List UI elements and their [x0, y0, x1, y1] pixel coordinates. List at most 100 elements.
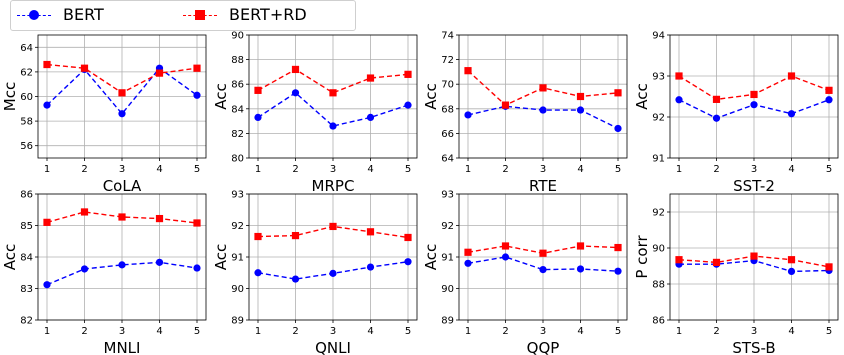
legend-label-bert: BERT [63, 5, 104, 24]
y-tick-label: 92 [652, 208, 665, 219]
y-axis-label: Mcc [1, 82, 19, 111]
subplot-title: MRPC [312, 177, 355, 195]
data-point [464, 111, 472, 119]
y-axis-label: Acc [1, 244, 19, 271]
y-tick-label: 88 [231, 55, 244, 66]
data-point [155, 69, 164, 77]
x-tick-label: 3 [330, 326, 336, 337]
legend-marker-bert-rd [195, 10, 205, 20]
x-tick-label: 1 [44, 326, 50, 337]
data-point [118, 261, 126, 269]
data-point [366, 113, 375, 122]
y-tick-label: 64 [20, 43, 33, 54]
data-point [329, 269, 337, 277]
x-tick-label: 5 [615, 164, 621, 175]
y-tick-label: 82 [20, 316, 33, 327]
x-tick-label: 4 [156, 326, 162, 337]
y-axis-label: Acc [633, 83, 651, 110]
data-point [118, 89, 126, 97]
x-tick-label: 5 [826, 164, 832, 175]
x-tick-label: 3 [540, 164, 546, 175]
data-point [366, 74, 375, 82]
data-point [539, 266, 547, 274]
data-point [254, 113, 262, 122]
series-line [467, 256, 619, 272]
y-tick-label: 84 [20, 253, 33, 264]
data-point [155, 214, 164, 223]
data-point [576, 92, 585, 101]
y-tick-label: 72 [441, 55, 454, 66]
data-point [825, 86, 833, 94]
data-point [712, 114, 721, 122]
y-tick-label: 92 [441, 221, 454, 232]
data-point [501, 242, 510, 250]
series-line [46, 261, 198, 286]
data-point [675, 256, 683, 264]
data-point [43, 218, 51, 226]
data-point [539, 249, 547, 257]
data-point [825, 263, 833, 271]
data-point [750, 101, 758, 109]
data-point [291, 231, 300, 240]
x-tick-label: 1 [676, 326, 682, 337]
x-tick-label: 2 [81, 326, 87, 337]
data-point [675, 96, 683, 104]
data-point [118, 213, 126, 221]
x-tick-label: 5 [405, 164, 411, 175]
y-tick-label: 93 [652, 72, 665, 83]
y-tick-label: 68 [441, 104, 454, 115]
y-tick-label: 70 [441, 80, 454, 91]
y-tick-label: 90 [441, 284, 454, 295]
subplot-title: QNLI [315, 339, 351, 355]
data-point [118, 110, 126, 118]
y-axis-label: Acc [422, 83, 440, 110]
x-tick-label: 2 [292, 164, 298, 175]
data-point [254, 232, 262, 241]
y-tick-label: 85 [20, 221, 33, 232]
legend-marker-bert [29, 10, 39, 20]
y-tick-label: 58 [20, 117, 33, 128]
data-point [539, 84, 547, 92]
x-tick-label: 5 [826, 326, 832, 337]
data-point [825, 96, 833, 104]
data-point [404, 101, 412, 109]
x-tick-label: 1 [676, 164, 682, 175]
legend-label-bert-rd: BERT+RD [229, 5, 307, 24]
y-tick-label: 88 [652, 280, 665, 291]
subplot-mrpc: 80 82 84 86 88 90 1 2 3 4 5 MRPC Acc [212, 31, 418, 195]
data-point [614, 267, 622, 275]
data-point [712, 258, 721, 266]
data-point [291, 65, 300, 74]
series-line [46, 67, 198, 115]
x-tick-label: 2 [81, 164, 87, 175]
data-point [80, 208, 89, 216]
subplot-title: STS-B [732, 339, 775, 355]
data-point [254, 269, 262, 277]
y-tick-label: 90 [652, 244, 665, 255]
x-tick-label: 2 [292, 326, 298, 337]
data-point [464, 259, 472, 267]
subplot-title: MNLI [104, 339, 141, 355]
data-point [750, 252, 758, 260]
x-tick-label: 1 [465, 164, 471, 175]
x-tick-label: 4 [367, 164, 373, 175]
data-point [614, 243, 622, 252]
y-tick-label: 74 [441, 31, 454, 42]
y-axis-label: Acc [422, 244, 440, 271]
y-tick-label: 90 [231, 31, 244, 42]
data-point [501, 101, 510, 109]
x-tick-label: 4 [367, 326, 373, 337]
data-point [712, 95, 721, 103]
y-tick-label: 89 [441, 316, 454, 327]
x-tick-label: 3 [119, 326, 125, 337]
subplot-mnli: 82 83 84 85 86 1 2 3 4 5 MNLI Acc [1, 190, 207, 355]
series-line [257, 68, 409, 94]
data-point [80, 265, 89, 273]
y-tick-label: 82 [231, 129, 244, 140]
x-tick-label: 2 [713, 326, 719, 337]
data-point [366, 263, 375, 271]
data-point [193, 91, 201, 99]
x-tick-label: 3 [119, 164, 125, 175]
data-point [576, 242, 585, 250]
